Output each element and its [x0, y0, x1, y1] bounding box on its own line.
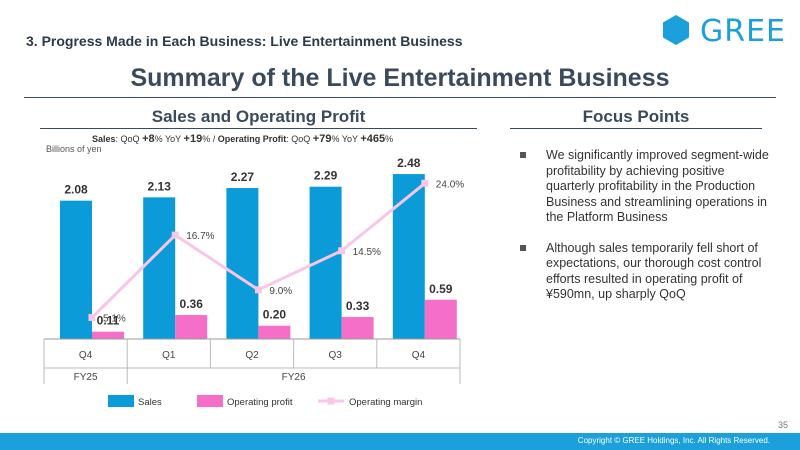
operating-profit-value-label: 0.33: [346, 299, 370, 313]
page-number: 35: [777, 420, 788, 430]
operating-profit-bar: [92, 331, 124, 339]
focus-point-item: Although sales temporarily fell short of…: [520, 241, 776, 303]
growth-op-label: Operating Profit: [217, 134, 287, 144]
sales-bar: [143, 197, 176, 339]
x-tick-label: Q2: [245, 350, 259, 361]
square-bullet-icon: [520, 152, 526, 158]
focus-section-divider: [510, 128, 762, 129]
operating-profit-bar: [258, 325, 291, 339]
operating-profit-bar: [341, 317, 374, 339]
page-title: Summary of the Live Entertainment Busine…: [130, 64, 670, 92]
legend-operating-profit-label: Operating profit: [227, 397, 293, 408]
operating-margin-label: 16.7%: [186, 231, 214, 242]
fiscal-year-label: FY26: [282, 372, 306, 383]
unit-label: Billions of yen: [46, 144, 102, 154]
operating-margin-point: [338, 247, 346, 255]
operating-margin-point: [171, 231, 179, 239]
sales-value-label: 2.29: [314, 169, 338, 183]
fiscal-year-label: FY25: [74, 372, 98, 383]
legend-sales-label: Sales: [138, 397, 162, 408]
chart-section-title: Sales and Operating Profit: [151, 107, 366, 126]
sales-qoq-value: +8: [142, 133, 155, 145]
operating-profit-value-label: 0.59: [429, 282, 453, 296]
operating-margin-point: [421, 179, 429, 187]
x-tick-label: Q3: [329, 350, 343, 361]
section-title: 3. Progress Made in Each Business: Live …: [26, 33, 463, 49]
growth-summary: Sales: QoQ +8% YoY +19% / Operating Prof…: [92, 133, 394, 145]
operating-profit-value-label: 0.36: [180, 297, 204, 311]
footer-bar: [0, 433, 800, 450]
title-divider: [24, 97, 776, 98]
chart-section-divider: [40, 128, 477, 129]
focus-points-list: We significantly improved segment-wide p…: [520, 148, 776, 318]
sales-value-label: 2.27: [231, 170, 255, 184]
sales-value-label: 2.48: [397, 156, 421, 170]
legend-operating-profit-swatch: [197, 395, 223, 407]
sales-bar: [392, 174, 425, 339]
focus-section-title: Focus Points: [582, 107, 690, 126]
focus-point-text: Although sales temporarily fell short of…: [546, 240, 762, 302]
operating-profit-value-label: 0.20: [263, 308, 287, 322]
sales-yoy-value: +19: [183, 133, 203, 145]
operating-profit-value-label: 0.11: [97, 314, 120, 328]
focus-point-item: We significantly improved segment-wide p…: [520, 148, 776, 226]
legend-operating-margin-marker: [327, 397, 335, 405]
operating-profit-bar: [175, 315, 208, 339]
logo-text: GREE: [700, 14, 787, 49]
legend-operating-margin-label: Operating margin: [349, 397, 422, 408]
square-bullet-icon: [520, 244, 526, 251]
sales-value-label: 2.08: [64, 183, 88, 197]
x-tick-label: Q4: [412, 350, 426, 361]
x-tick-label: Q1: [162, 350, 176, 361]
op-qoq-value: +79: [312, 133, 332, 145]
gree-logo: [663, 15, 689, 45]
sales-bar: [226, 188, 259, 339]
x-tick-label: Q4: [79, 350, 93, 361]
operating-profit-bar: [424, 299, 457, 339]
copyright-text: Copyright © GREE Holdings, Inc. All Righ…: [577, 436, 770, 445]
focus-point-text: We significantly improved segment-wide p…: [546, 148, 769, 224]
operating-margin-point: [88, 314, 96, 321]
sales-value-label: 2.13: [148, 179, 172, 193]
operating-margin-label: 9.0%: [269, 286, 292, 297]
logo-hexagon-icon: [663, 15, 689, 45]
sales-bar: [60, 200, 92, 339]
growth-sales-label: Sales: [92, 134, 116, 144]
operating-margin-label: 14.5%: [353, 247, 381, 258]
operating-margin-label: 5.1%: [103, 314, 126, 325]
legend-sales-swatch: [108, 395, 134, 407]
op-yoy-value: +465: [360, 133, 386, 145]
operating-margin-point: [254, 286, 262, 294]
operating-margin-label: 24.0%: [436, 179, 464, 190]
